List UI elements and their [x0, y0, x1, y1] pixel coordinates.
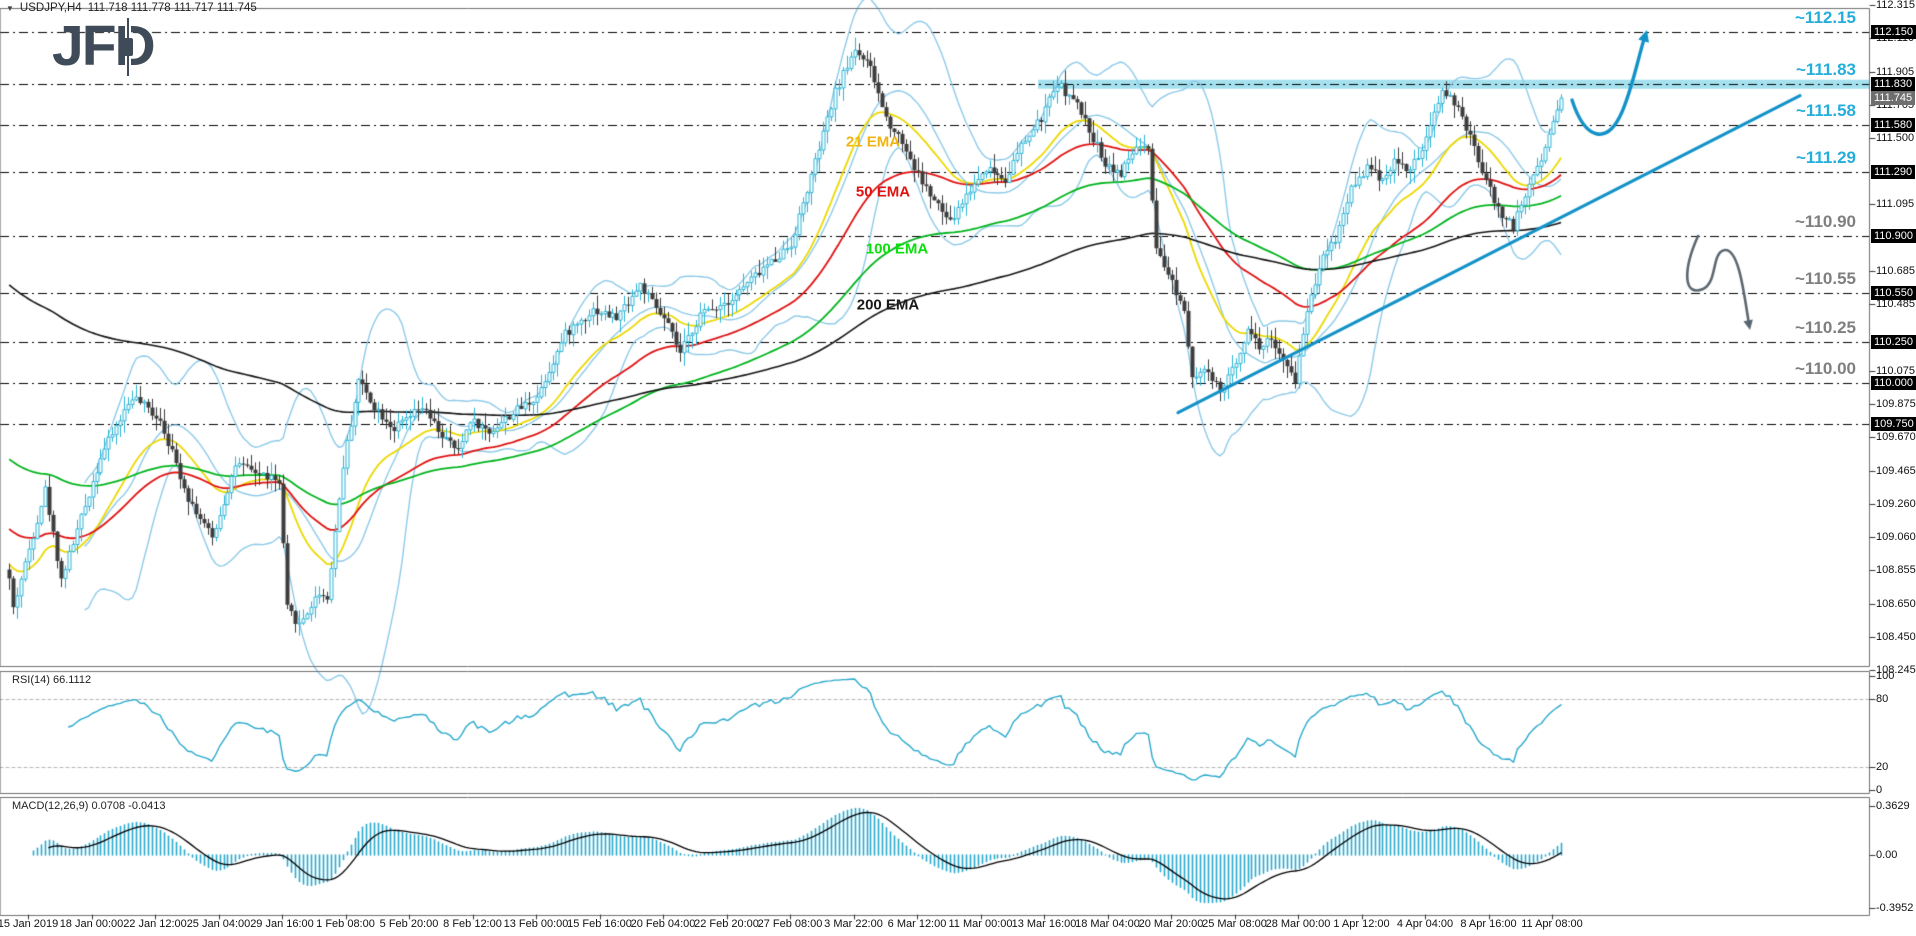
price-axis-tick: 109.670 — [1876, 431, 1916, 444]
price-axis-tick: 108.245 — [1876, 664, 1916, 676]
time-axis-label: 8 Feb 12:00 — [443, 918, 502, 930]
jfd-logo: JFD — [52, 18, 156, 76]
time-axis-label: 15 Feb 16:00 — [567, 918, 632, 930]
key-level-label: ~110.55 — [1795, 269, 1856, 289]
rsi-axis-tick: 20 — [1876, 761, 1889, 774]
time-axis-label: 13 Feb 00:00 — [503, 918, 569, 930]
time-axis-label: 28 Mar 00:00 — [1265, 918, 1331, 930]
price-axis-tick: 109.465 — [1876, 464, 1916, 477]
time-axis-label: 13 Mar 16:00 — [1011, 918, 1077, 930]
macd-axis-tick: 0.00 — [1876, 849, 1898, 861]
ohlc-values: 111.718 111.778 111.717 111.745 — [87, 2, 257, 14]
rsi-axis-tick: 100 — [1876, 670, 1895, 682]
key-level-label: ~112.15 — [1795, 7, 1856, 27]
ema-label: 21 EMA — [845, 133, 901, 151]
symbol-dropdown-icon[interactable]: ▼ — [6, 3, 14, 13]
key-level-label: ~110.00 — [1795, 359, 1856, 379]
price-axis-tick: 111.095 — [1876, 198, 1915, 211]
jfd-logo-text: JFD — [52, 14, 156, 78]
price-axis-tick: 108.650 — [1876, 597, 1916, 610]
rsi-axis-tick: 0 — [1876, 784, 1883, 796]
level-price-badge: 110.000 — [1871, 376, 1916, 391]
time-axis-label: 3 Mar 22:00 — [824, 918, 883, 930]
key-level-label: ~110.25 — [1795, 318, 1856, 338]
rsi-indicator-label: RSI(14) 66.1112 — [12, 674, 92, 686]
time-axis-label: 4 Apr 04:00 — [1396, 918, 1454, 930]
price-axis-tick: 109.260 — [1876, 498, 1916, 511]
time-axis-label: 29 Jan 16:00 — [250, 918, 314, 930]
time-axis-label: 1 Feb 08:00 — [316, 918, 375, 930]
symbol-title: USDJPY,H4 — [19, 2, 82, 14]
level-price-badge: 111.290 — [1871, 165, 1916, 180]
time-axis-label: 22 Feb 20:00 — [694, 918, 759, 930]
price-axis-tick: 110.485 — [1876, 298, 1915, 310]
macd-axis-tick: 0.3629 — [1876, 800, 1910, 812]
time-axis-label: 1 Apr 12:00 — [1333, 918, 1390, 930]
key-level-label: ~111.29 — [1795, 148, 1856, 168]
level-price-badge: 109.750 — [1871, 417, 1916, 432]
ema-label: 50 EMA — [855, 183, 911, 201]
ema-label: 200 EMA — [856, 296, 920, 314]
time-axis-label: 20 Mar 20:00 — [1138, 918, 1204, 930]
jfd-logo-candle-body-icon — [123, 38, 133, 56]
key-level-label: ~111.83 — [1795, 60, 1856, 80]
price-axis-tick: 111.500 — [1876, 132, 1915, 145]
time-axis-label: 11 Mar 00:00 — [948, 918, 1013, 930]
price-axis-tick: 109.060 — [1876, 530, 1916, 543]
level-price-badge: 110.550 — [1871, 286, 1916, 301]
chart-header[interactable]: ▼ USDJPY,H4 111.718 111.778 111.717 111.… — [6, 2, 257, 14]
time-axis-label: 15 Jan 2019 — [0, 918, 59, 930]
time-axis-label: 25 Mar 08:00 — [1202, 918, 1267, 930]
time-axis-label: 8 Apr 16:00 — [1460, 918, 1517, 930]
time-axis-label: 18 Mar 04:00 — [1075, 918, 1140, 930]
time-axis-label: 18 Jan 00:00 — [59, 918, 124, 930]
time-axis-label: 11 Apr 08:00 — [1521, 918, 1583, 930]
price-axis-tick: 108.450 — [1876, 630, 1916, 643]
time-axis-label: 22 Jan 12:00 — [123, 918, 187, 930]
level-price-badge: 110.250 — [1871, 335, 1916, 350]
macd-axis-tick: -0.3952 — [1876, 902, 1914, 915]
level-price-badge: 110.900 — [1871, 229, 1916, 244]
key-level-label: ~110.90 — [1795, 212, 1856, 232]
time-axis-label: 6 Mar 12:00 — [887, 918, 947, 930]
ema-label: 100 EMA — [865, 240, 929, 258]
time-axis-label: 5 Feb 20:00 — [379, 918, 439, 930]
level-price-badge: 111.580 — [1871, 118, 1916, 133]
macd-indicator-label: MACD(12,26,9) 0.0708 -0.0413 — [12, 800, 166, 812]
time-axis-label: 25 Jan 04:00 — [186, 918, 251, 930]
price-axis-tick: 112.315 — [1876, 0, 1915, 11]
time-axis-label: 20 Feb 04:00 — [630, 918, 696, 930]
price-axis-tick: 110.075 — [1876, 364, 1915, 377]
level-price-badge: 111.830 — [1871, 77, 1916, 92]
rsi-axis-tick: 80 — [1876, 692, 1889, 705]
key-level-label: ~111.58 — [1795, 101, 1856, 121]
current-price-badge: 111.745 — [1871, 91, 1916, 106]
price-axis-tick: 110.685 — [1876, 265, 1915, 278]
time-axis-label: 27 Feb 08:00 — [757, 918, 823, 930]
price-axis-tick: 108.855 — [1876, 564, 1916, 577]
price-axis-tick: 109.875 — [1876, 397, 1916, 410]
price-axis-tick: 111.905 — [1876, 65, 1915, 78]
level-price-badge: 112.150 — [1871, 24, 1916, 39]
